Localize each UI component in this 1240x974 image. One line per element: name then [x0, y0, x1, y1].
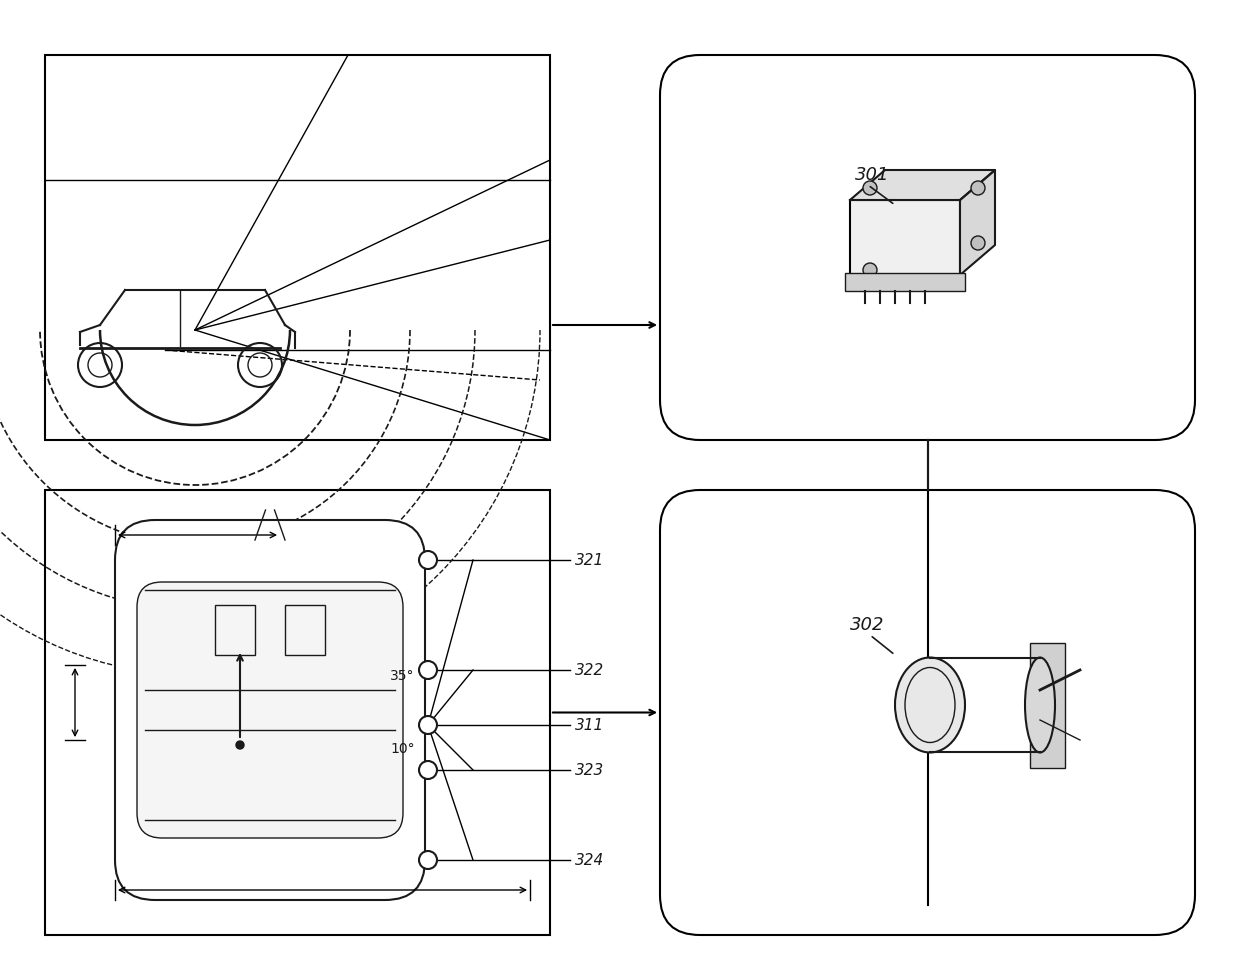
FancyBboxPatch shape: [136, 582, 403, 838]
Text: 302: 302: [849, 616, 884, 634]
Bar: [45, 490, 551, 935]
Text: 311: 311: [575, 718, 604, 733]
Polygon shape: [960, 170, 994, 275]
Circle shape: [236, 741, 244, 749]
Text: 324: 324: [575, 853, 604, 868]
Ellipse shape: [895, 657, 965, 753]
Text: 321: 321: [575, 553, 604, 568]
Text: 322: 322: [575, 663, 604, 678]
Circle shape: [971, 236, 985, 250]
Text: 35°: 35°: [391, 669, 414, 683]
Bar: [45, 55, 551, 440]
Bar: [1030, 643, 1065, 768]
Bar: [285, 605, 325, 655]
Circle shape: [419, 761, 436, 779]
Circle shape: [419, 551, 436, 569]
Circle shape: [971, 181, 985, 195]
Circle shape: [863, 263, 877, 277]
Circle shape: [419, 851, 436, 869]
Polygon shape: [849, 170, 994, 200]
Circle shape: [419, 661, 436, 679]
Circle shape: [419, 716, 436, 734]
Text: 323: 323: [575, 763, 604, 778]
Ellipse shape: [1025, 657, 1055, 753]
FancyBboxPatch shape: [115, 520, 425, 900]
Text: 301: 301: [856, 166, 889, 184]
Bar: [215, 605, 255, 655]
Text: 10°: 10°: [391, 742, 414, 756]
Circle shape: [863, 181, 877, 195]
Bar: [849, 200, 960, 275]
Bar: [844, 273, 965, 291]
